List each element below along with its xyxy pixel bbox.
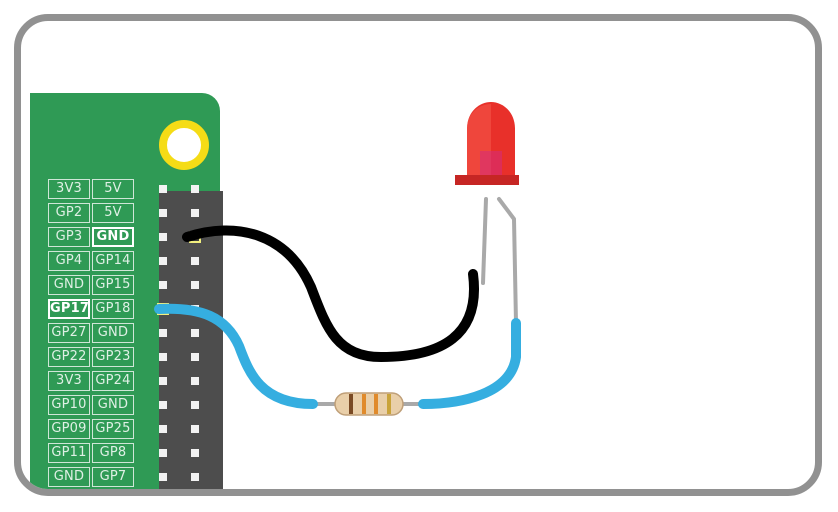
gpio-pin: [191, 353, 199, 361]
gpio-pin: [191, 329, 199, 337]
gpio-label-right: GP24: [92, 371, 134, 391]
gpio-label-right: GP7: [92, 467, 134, 487]
gpio-label-left: GP11: [48, 443, 90, 463]
gpio-label-right: GND: [92, 227, 134, 247]
gpio-pin: [159, 257, 167, 265]
gpio-label-left: 3V3: [48, 371, 90, 391]
gpio-label-left: GP27: [48, 323, 90, 343]
gpio-label-left: GP10: [48, 395, 90, 415]
gpio-label-right: GP15: [92, 275, 134, 295]
gpio-label-left: GP4: [48, 251, 90, 271]
gpio-label-left: GP17: [48, 299, 90, 319]
black-ground-wire: [182, 225, 480, 363]
gpio-label-left: GND: [48, 275, 90, 295]
gpio-label-right: 5V: [92, 203, 134, 223]
blue-signal-wire-to-led: [418, 318, 521, 409]
gpio-pin: [159, 329, 167, 337]
gpio-pin: [159, 353, 167, 361]
gpio-pin: [191, 185, 199, 193]
gpio-pin: [191, 377, 199, 385]
resistor: [334, 392, 404, 416]
gpio-pin: [159, 281, 167, 289]
gpio-pin: [159, 377, 167, 385]
gpio-pin: [159, 449, 167, 457]
gpio-label-right: GND: [92, 323, 134, 343]
circuit-drawing: [154, 102, 521, 416]
gpio-label-right: GP8: [92, 443, 134, 463]
red-led: [455, 102, 519, 185]
gpio-pin: [191, 209, 199, 217]
gpio-label-left: GP09: [48, 419, 90, 439]
gpio-pin: [159, 473, 167, 481]
gpio-label-left: GND: [48, 467, 90, 487]
gpio-pin: [191, 473, 199, 481]
gpio-label-left: GP22: [48, 347, 90, 367]
gpio-label-right: GND: [92, 395, 134, 415]
gpio-pin: [191, 449, 199, 457]
gpio-pin: [191, 401, 199, 409]
gpio-pin: [191, 425, 199, 433]
gpio-pin: [159, 425, 167, 433]
gpio-label-right: GP18: [92, 299, 134, 319]
gpio-pin: [159, 233, 167, 241]
gpio-label-right: GP23: [92, 347, 134, 367]
gpio-label-right: GP14: [92, 251, 134, 271]
gpio-label-right: GP25: [92, 419, 134, 439]
gpio-label-left: GP3: [48, 227, 90, 247]
led-leg-short: [481, 197, 488, 285]
led-leg-long: [497, 197, 518, 325]
mounting-hole: [159, 120, 209, 170]
gpio-pin: [191, 257, 199, 265]
gpio-pin: [191, 281, 199, 289]
gpio-pin: [159, 401, 167, 409]
gpio-pin: [159, 209, 167, 217]
gpio-label-left: GP2: [48, 203, 90, 223]
gpio-label-left: 3V3: [48, 179, 90, 199]
blue-signal-wire-to-resistor: [154, 303, 318, 409]
gpio-pin: [159, 185, 167, 193]
gpio-label-right: 5V: [92, 179, 134, 199]
diagram-frame: 3V3 5V GP2 5V GP3 GND GP4 GP14 GND GP15 GP17 GP18 GP…: [14, 14, 822, 496]
